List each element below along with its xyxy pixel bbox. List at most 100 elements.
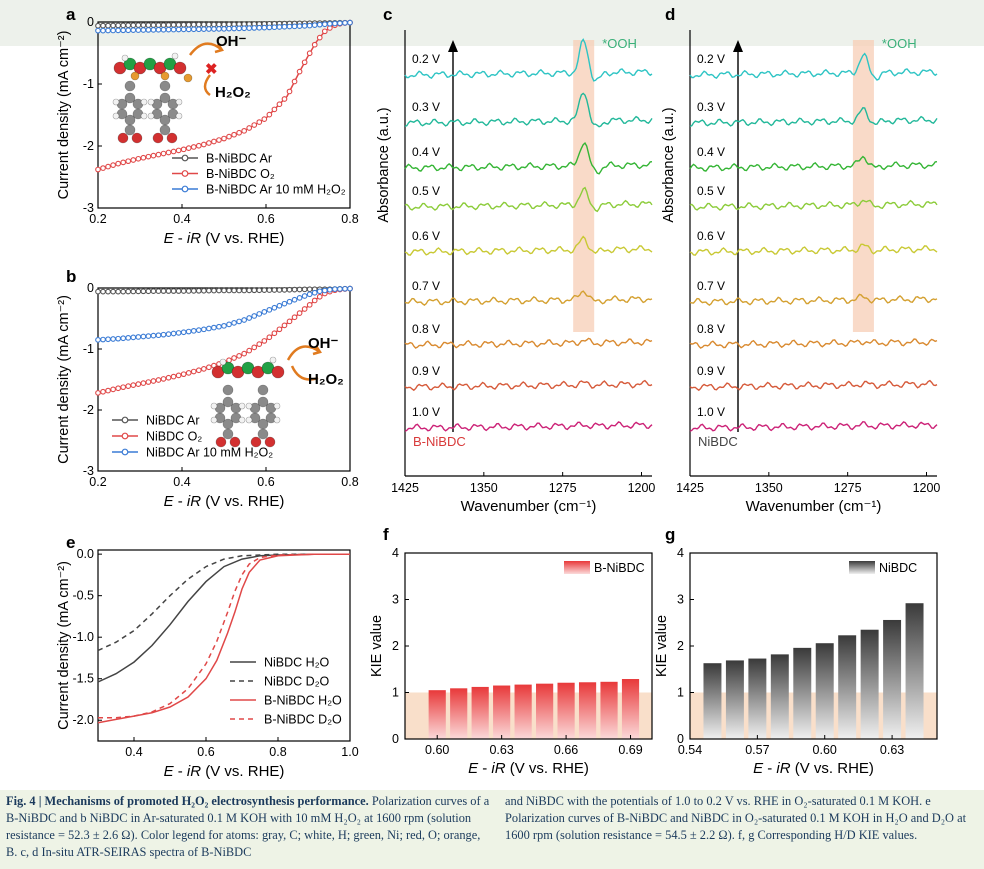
- data-point: [281, 96, 288, 102]
- y-tick-label: 4: [392, 546, 399, 560]
- data-point: [140, 333, 147, 340]
- x-tick-label: 1350: [470, 481, 498, 495]
- atom: [264, 436, 276, 448]
- y-tick-label: -1: [83, 342, 94, 356]
- data-point: [110, 22, 116, 29]
- y-axis-title: Current density (mA cm⁻²): [56, 31, 72, 200]
- legend-label: B-NiBDC O₂: [206, 167, 275, 181]
- data-point: [206, 325, 212, 332]
- arrow-head-icon: [448, 40, 458, 52]
- x-axis-label-part: E: [753, 760, 764, 777]
- data-point: [261, 309, 268, 315]
- peak-label: *OOH: [602, 36, 637, 51]
- data-point: [261, 338, 268, 344]
- data-point: [105, 336, 111, 343]
- atom: [273, 416, 281, 424]
- bar: [838, 635, 857, 739]
- data-point: [170, 148, 177, 155]
- data-point: [160, 288, 167, 294]
- data-point: [347, 285, 353, 292]
- spectrum-line: [404, 142, 653, 175]
- spectrum-line: [689, 293, 938, 306]
- potential-label: 0.5 V: [697, 184, 725, 198]
- atom: [238, 402, 246, 410]
- data-point: [246, 125, 253, 131]
- data-point: [236, 318, 242, 325]
- data-point: [190, 26, 197, 33]
- x-axis-label-part: iR: [187, 763, 201, 780]
- x-tick-label: 0.66: [554, 743, 578, 757]
- data-point: [256, 287, 263, 294]
- data-point: [236, 129, 242, 136]
- y-tick-label: 0: [677, 732, 684, 746]
- data-point: [95, 22, 101, 29]
- y-axis-title: Current density (mA cm⁻²): [56, 561, 72, 730]
- sample-label: NiBDC: [698, 434, 738, 449]
- x-tick-label: 0.6: [257, 475, 274, 489]
- data-point: [130, 334, 137, 341]
- ooh-band: [573, 40, 595, 332]
- data-point: [165, 22, 172, 28]
- data-point: [165, 149, 172, 156]
- legend-marker: [121, 448, 129, 456]
- data-point: [100, 288, 106, 295]
- data-point: [145, 153, 152, 160]
- data-point: [200, 21, 207, 28]
- data-point: [110, 27, 116, 34]
- data-point: [316, 21, 323, 28]
- x-tick-label: 0.63: [880, 743, 904, 757]
- data-point: [155, 151, 162, 158]
- y-tick-label: 1: [677, 686, 684, 700]
- potential-label: 0.2 V: [697, 52, 725, 66]
- ooh-band: [852, 40, 874, 332]
- data-point: [160, 22, 167, 28]
- data-point: [175, 330, 182, 336]
- legend-label: B-NiBDC Ar 10 mM H₂O₂: [206, 183, 346, 197]
- spectrum-line: [689, 338, 938, 349]
- data-point: [261, 116, 268, 122]
- x-tick-label: 0.54: [678, 743, 702, 757]
- x-tick-label: 1275: [834, 481, 862, 495]
- x-tick-label: 0.6: [197, 745, 214, 759]
- atom: [124, 124, 136, 136]
- y-tick-label: 0: [87, 15, 94, 29]
- data-point: [306, 301, 313, 308]
- data-point: [185, 328, 192, 335]
- x-tick-label: 1350: [755, 481, 783, 495]
- y-axis-title: Current density (mA cm⁻²): [56, 295, 72, 464]
- reaction-arrow: [290, 365, 319, 381]
- x-axis-label-part: (V vs. RHE): [791, 760, 874, 777]
- x-axis-label-part: (V vs. RHE): [506, 760, 589, 777]
- potential-label: 1.0 V: [697, 405, 725, 419]
- potential-label: 0.9 V: [697, 364, 725, 378]
- x-axis-title: Wavenumber (cm⁻¹): [746, 498, 882, 515]
- data-point: [266, 111, 273, 118]
- atom: [269, 356, 277, 364]
- data-point: [100, 388, 106, 395]
- data-point: [306, 291, 313, 298]
- data-point: [135, 381, 142, 387]
- panel-label-b: b: [66, 267, 76, 286]
- series-line: [97, 553, 350, 652]
- x-tick-label: 0.6: [257, 212, 274, 226]
- potential-label: 1.0 V: [412, 405, 440, 419]
- data-point: [221, 322, 227, 329]
- data-point: [241, 127, 248, 134]
- legend-label: NiBDC Ar: [146, 414, 199, 428]
- data-point: [110, 288, 116, 295]
- x-tick-label: 0.8: [341, 212, 358, 226]
- data-point: [206, 287, 212, 294]
- atom: [159, 124, 171, 136]
- data-point: [135, 27, 142, 33]
- x-axis-title: E - iR (V vs. RHE): [753, 760, 874, 777]
- y-tick-label: -0.5: [72, 589, 94, 603]
- data-point: [246, 347, 253, 354]
- plot-frame: [97, 549, 351, 742]
- bar: [536, 683, 554, 739]
- atom: [257, 396, 269, 408]
- data-point: [306, 286, 313, 293]
- x-tick-label: 0.4: [173, 475, 190, 489]
- data-point: [241, 350, 248, 357]
- data-point: [241, 25, 248, 32]
- data-point: [286, 286, 293, 293]
